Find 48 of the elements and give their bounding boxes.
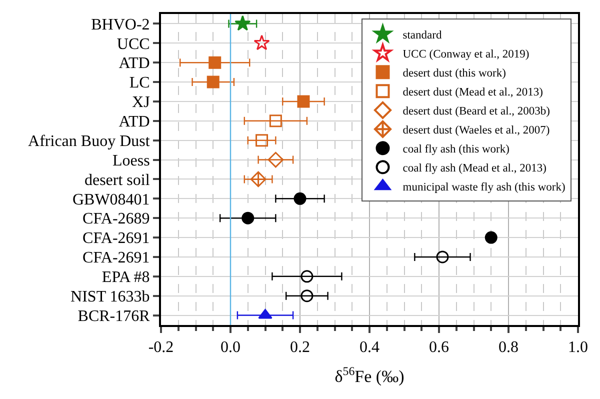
legend-label: desert dust (this work) [402, 68, 506, 80]
y-tick-label: LC [129, 74, 150, 92]
point [268, 152, 284, 168]
y-tick-label: UCC [116, 36, 150, 53]
point [256, 134, 268, 147]
legend-label: coal fly ash (this work) [402, 144, 510, 156]
y-tick-label: CFA-2691 [82, 250, 150, 267]
point [484, 231, 498, 244]
legend-label: UCC (Conway et al., 2019) [402, 48, 530, 61]
legend-label: coal fly ash (Mead et al., 2013) [402, 162, 547, 175]
y-tick-label: African Buoy Dust [28, 132, 150, 150]
legend-label: municipal waste fly ash (this work) [402, 182, 566, 194]
x-tick-label: 0.6 [429, 339, 449, 356]
y-tick-label: NIST 1633b [70, 288, 150, 306]
point [206, 76, 220, 88]
y-tick-label: BHVO-2 [91, 16, 150, 34]
y-tick-label: desert soil [84, 172, 150, 189]
point [208, 56, 222, 69]
legend-label: desert dust (Mead et al., 2013) [402, 86, 544, 99]
y-tick-label: BCR-176R [78, 308, 150, 325]
x-axis-title: δ$^{56}$Fe (‰) [334, 364, 404, 386]
point [436, 250, 449, 264]
x-tick-label: 0.0 [220, 339, 240, 356]
point [254, 34, 270, 50]
point [234, 15, 251, 31]
point [294, 192, 306, 205]
x-tick-label: 1.0 [568, 339, 588, 356]
y-tick-label: ATD [118, 55, 150, 72]
x-tick-label: 0.8 [498, 339, 518, 356]
point [269, 114, 282, 128]
point [300, 270, 314, 283]
legend-label: standard [402, 30, 442, 42]
x-tick-label: -0.2 [148, 339, 174, 356]
y-tick-label: EPA #8 [102, 269, 150, 286]
point [300, 290, 314, 302]
x-tick-label: 0.2 [290, 339, 310, 356]
point [250, 171, 266, 188]
point [297, 95, 310, 108]
legend-label: desert dust (Beard et al., 2003b) [402, 106, 550, 118]
y-tick-label: XJ [132, 94, 150, 112]
y-tick-label: Loess [112, 152, 150, 170]
legend-label: desert dust (Waeles et al., 2007) [402, 124, 550, 137]
x-tick-label: 0.4 [360, 339, 380, 356]
y-tick-label: CFA-2689 [82, 210, 150, 228]
y-tick-label: GBW08401 [72, 191, 150, 208]
y-tick-label: ATD [118, 114, 150, 131]
point [242, 212, 254, 224]
y-tick-label: CFA-2691 [82, 230, 150, 248]
